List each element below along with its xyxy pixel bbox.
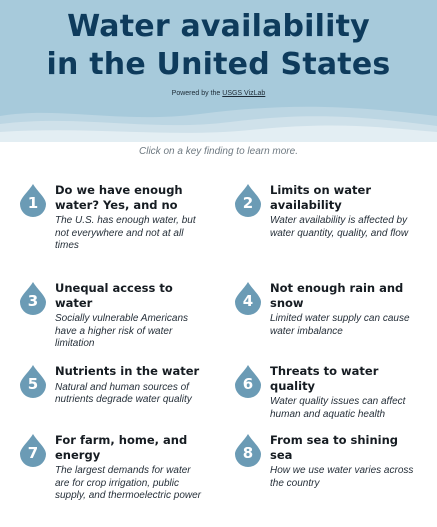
- powered-by-prefix: Powered by the: [171, 90, 223, 97]
- water-drop-icon: 1: [19, 183, 47, 217]
- usgs-vizlab-link[interactable]: USGS VizLab: [222, 90, 266, 97]
- finding-title: From sea to shining sea: [270, 433, 399, 462]
- page-title-line-2: in the United States: [46, 47, 391, 82]
- page-title-line-1: Water availability: [67, 9, 370, 44]
- page-title: Water availability in the United States: [0, 8, 437, 84]
- finding-title: Unequal access to water: [55, 281, 173, 310]
- instruction-text: Click on a key finding to learn more.: [139, 146, 298, 157]
- water-drop-icon: 3: [19, 281, 47, 315]
- header-banner: Water availability in the United States …: [0, 0, 437, 142]
- finding-number: 7: [27, 444, 39, 462]
- finding-description: Socially vulnerable Americans have a hig…: [55, 313, 189, 349]
- finding-description: Water availability is affected by water …: [270, 215, 409, 239]
- powered-by: Powered by the USGS VizLab: [0, 90, 437, 97]
- water-drop-icon: 4: [234, 281, 262, 315]
- finding-number: 4: [242, 292, 254, 310]
- finding-description: The largest demands for water are for cr…: [55, 465, 201, 501]
- water-drop-icon: 5: [19, 364, 47, 398]
- finding-description: Natural and human sources of nutrients d…: [55, 381, 192, 406]
- water-drop-icon: 2: [234, 183, 262, 217]
- finding-title: Limits on water availability: [270, 183, 371, 212]
- finding-number: 5: [27, 375, 39, 393]
- water-drop-icon: 8: [234, 433, 262, 467]
- finding-number: 8: [242, 444, 254, 462]
- finding-description: Limited water supply can cause water imb…: [270, 313, 410, 337]
- finding-title: Threats to water quality: [270, 364, 379, 393]
- water-drop-icon: 6: [234, 364, 262, 398]
- finding-title: Do we have enough water? Yes, and no: [55, 183, 183, 212]
- finding-number: 1: [27, 194, 39, 212]
- finding-number: 2: [242, 194, 254, 212]
- finding-description: Water quality issues can affect human an…: [270, 396, 406, 420]
- finding-number: 3: [27, 292, 39, 310]
- finding-number: 6: [242, 375, 254, 393]
- water-drop-icon: 7: [19, 433, 47, 467]
- finding-description: The U.S. has enough water, but not every…: [55, 215, 196, 251]
- finding-title: Nutrients in the water: [55, 364, 200, 378]
- finding-description: How we use water varies across the count…: [270, 465, 414, 489]
- finding-title: Not enough rain and snow: [270, 281, 404, 310]
- wave-decoration: [0, 106, 437, 142]
- finding-title: For farm, home, and energy: [55, 433, 188, 462]
